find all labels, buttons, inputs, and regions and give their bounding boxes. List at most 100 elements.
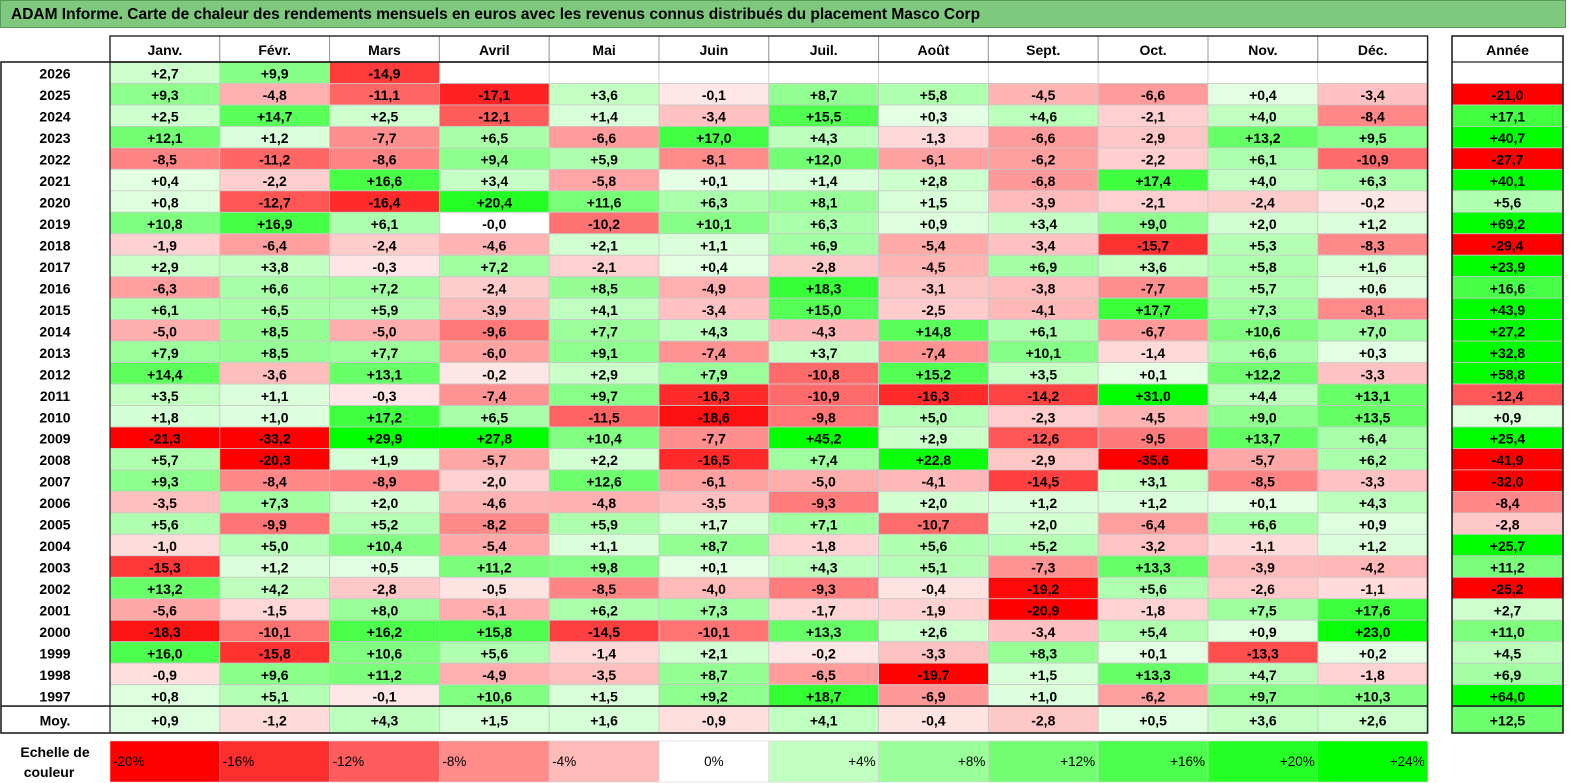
- table-row: 2024 +2,5 +14,7 +2,5 -12,1 +1,4 -3,4 +15,5 +0,3 +…: [39, 104, 1564, 127]
- heatmap-cell-value: +7,0: [1359, 323, 1387, 339]
- heatmap-cell-value: -3,1: [921, 280, 945, 296]
- heatmap-cell-value: +1,7: [700, 517, 728, 533]
- heatmap-cell-value: +9,1: [590, 345, 618, 361]
- heatmap-cell-value: -6,6: [592, 130, 616, 146]
- heatmap-cell-value: -5,0: [812, 474, 836, 490]
- heatmap-cell-value: +2,0: [371, 495, 399, 511]
- year-total-value: +16,6: [1490, 280, 1526, 296]
- heatmap-cell-value: +7,9: [151, 345, 179, 361]
- heatmap-cell-value: -3,8: [1031, 280, 1055, 296]
- heatmap-cell-value: +1,5: [590, 688, 618, 704]
- heatmap-cell-value: +9,9: [261, 66, 289, 82]
- heatmap-cell-value: -4,5: [921, 259, 945, 275]
- heatmap-cell-value: -12,1: [478, 109, 510, 125]
- heatmap-cell-value: -10,1: [698, 624, 730, 640]
- color-scale-swatch: [219, 740, 330, 783]
- table-row: 2007 +9,3 -8,4 -8,9 -2,0 +12,6 -6,1 -5,0 -4,1 -14…: [39, 469, 1564, 492]
- year-total-value: -32,0: [1492, 474, 1524, 490]
- heatmap-cell-value: -6,4: [1141, 517, 1165, 533]
- heatmap-cell-value: +5,6: [920, 538, 948, 554]
- heatmap-cell-value: +4,2: [261, 581, 289, 597]
- heatmap-cell-value: +8,5: [261, 345, 289, 361]
- heatmap-cell-value: +1,2: [1029, 495, 1057, 511]
- table-row: 2023 +12,1 +1,2 -7,7 +6,5 -6,6 +17,0 +4,3 -1,3 -6…: [39, 126, 1564, 149]
- heatmap-cell-value: +8,5: [261, 323, 289, 339]
- heatmap-cell-value: -3,4: [1031, 237, 1055, 253]
- heatmap-cell-value: +14,8: [916, 323, 952, 339]
- heatmap-cell-value: +5,8: [920, 87, 948, 103]
- heatmap-cell-value: -2,0: [482, 474, 506, 490]
- heatmap-cell-value: -6,1: [702, 474, 726, 490]
- heatmap-cell-value: -4,2: [1361, 560, 1385, 576]
- heatmap-cell-value: -11,5: [589, 409, 620, 425]
- heatmap-cell-value: -9,9: [263, 517, 287, 533]
- heatmap-cell-value: -6,0: [482, 345, 506, 361]
- heatmap-cell-value: +6,1: [1029, 323, 1057, 339]
- heatmap-cell-value: +1,0: [1029, 688, 1057, 704]
- heatmap-cell-value: +0,1: [700, 173, 728, 189]
- heatmap-cell-value: -2,9: [1141, 130, 1165, 146]
- heatmap-cell-value: -12,7: [259, 195, 291, 211]
- color-scale-step-label: +24%: [1390, 754, 1425, 769]
- heatmap-cell-value: +9,3: [151, 474, 179, 490]
- heatmap-cell-value: -9,3: [812, 495, 836, 511]
- heatmap-cell-value: -11,1: [369, 87, 400, 103]
- heatmap-cell-value: +17,6: [1355, 602, 1391, 618]
- color-scale-label: Echelle de: [20, 744, 89, 760]
- heatmap-cell-value: -2,4: [1251, 195, 1275, 211]
- year-total-value: -21,0: [1492, 87, 1524, 103]
- heatmap-cell-value: -20,3: [259, 452, 291, 468]
- heatmap-cell-value: +1,1: [700, 237, 728, 253]
- table-row: 2016 -6,3 +6,6 +7,2 -2,4 +8,5 -4,9 +18,3 -3,1 -3,…: [39, 276, 1564, 299]
- heatmap-cell-value: +1,2: [1359, 216, 1387, 232]
- heatmap-cell-value: +15,5: [806, 109, 842, 125]
- heatmap-cell-value: -1,9: [153, 237, 177, 253]
- heatmap-cell-value: +11,2: [477, 560, 512, 576]
- heatmap-cell-value: +7,5: [1249, 602, 1277, 618]
- heatmap-cell-value: -1,0: [153, 538, 177, 554]
- average-cell: [988, 705, 1099, 734]
- average-cell: [548, 705, 660, 734]
- heatmap-cell: [988, 61, 1099, 84]
- month-header-label: Nov.: [1248, 42, 1277, 58]
- heatmap-cell-value: -0,2: [482, 366, 506, 382]
- month-header-label: Mai: [592, 42, 615, 58]
- row-year-label: 2016: [39, 280, 70, 296]
- row-year-label: 2004: [39, 538, 70, 554]
- year-total-value: -29,4: [1492, 237, 1524, 253]
- heatmap-cell-value: -1,5: [263, 602, 287, 618]
- heatmap-cell-value: +1,1: [590, 538, 618, 554]
- heatmap-cell-value: +2,1: [590, 237, 618, 253]
- month-header-label: Oct.: [1139, 42, 1166, 58]
- heatmap-cell-value: -4,5: [1031, 87, 1055, 103]
- heatmap-cell-value: -35,6: [1137, 452, 1169, 468]
- average-cell: [438, 705, 550, 734]
- row-year-label: 2018: [39, 237, 70, 253]
- heatmap-cell-value: -2,3: [1031, 409, 1055, 425]
- color-scale-swatch: [658, 740, 770, 783]
- heatmap-cell-value: +6,1: [151, 302, 179, 318]
- heatmap-cell-value: -0,1: [702, 87, 726, 103]
- heatmap-cell-value: -3,2: [1141, 538, 1165, 554]
- color-scale-step-label: -8%: [442, 754, 466, 769]
- heatmap-cell-value: -9,5: [1141, 431, 1165, 447]
- heatmap-cell-value: +5,1: [920, 560, 948, 576]
- table-row: 2011 +3,5 +1,1 -0,3 -7,4 +9,7 -16,3 -10,9 -16,3 -…: [40, 383, 1564, 406]
- row-year-label: 2026: [39, 66, 70, 82]
- heatmap-cell-value: -4,1: [1031, 302, 1055, 318]
- table-row: 2022 -8,5 -11,2 -8,6 +9,4 +5,9 -8,1 +12,0 -6,1 -6…: [39, 147, 1564, 170]
- heatmap-cell-value: -4,6: [482, 495, 506, 511]
- heatmap-body: 2026 +2,7 +9,9 -14,9 2025 +9,3 -4,8 -11,1 -17,1 +…: [39, 61, 1564, 707]
- color-scale-swatch: [1097, 740, 1209, 783]
- heatmap-cell-value: +16,0: [147, 645, 183, 661]
- heatmap-cell-value: +0,5: [371, 560, 399, 576]
- heatmap-cell-value: +4,3: [1359, 495, 1387, 511]
- month-header-row: Janv. Févr. Mars Avril Mai Juin Juil. Août Sept.…: [109, 35, 1564, 63]
- heatmap-cell-value: +1,2: [261, 560, 289, 576]
- year-total-value: -8,4: [1495, 495, 1519, 511]
- heatmap-cell-value: +9,2: [700, 688, 728, 704]
- heatmap-cell-value: -16,5: [698, 452, 730, 468]
- heatmap-cell-value: -14,5: [588, 624, 620, 640]
- heatmap-cell-value: +3,1: [1139, 474, 1167, 490]
